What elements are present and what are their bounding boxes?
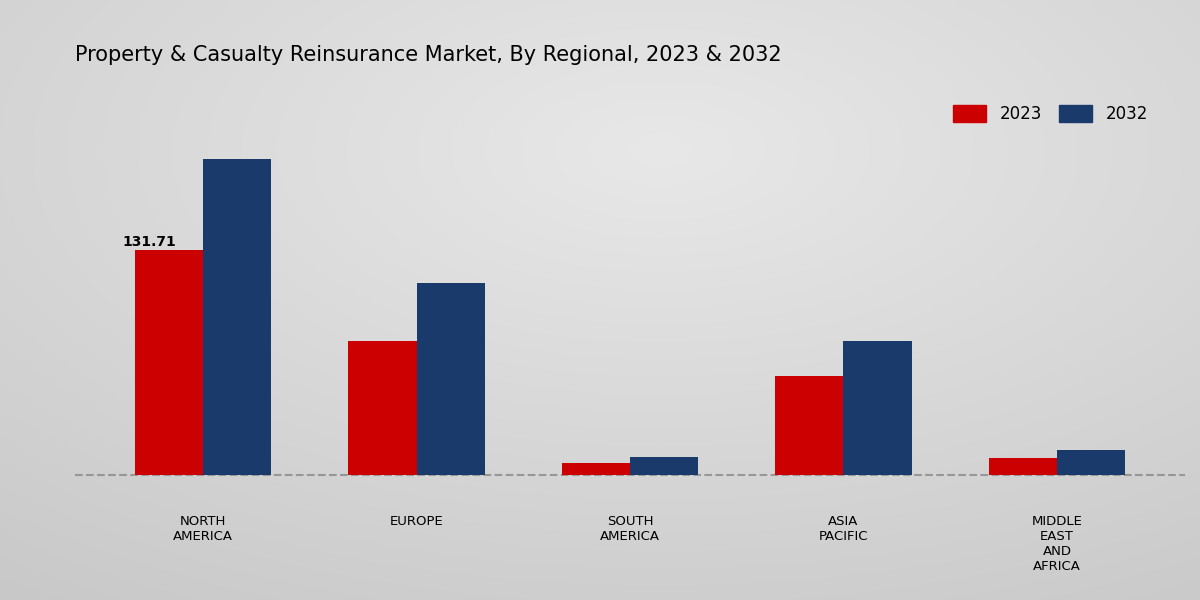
Bar — [989, 458, 1057, 475]
Bar — [416, 283, 485, 475]
Bar — [775, 376, 844, 475]
Legend: 2023, 2032: 2023, 2032 — [947, 98, 1154, 130]
Bar — [203, 158, 271, 475]
Bar — [844, 341, 912, 475]
Bar — [562, 463, 630, 475]
Bar — [348, 341, 416, 475]
Bar — [1057, 450, 1126, 475]
Bar — [134, 250, 203, 475]
Bar — [630, 457, 698, 475]
Text: Property & Casualty Reinsurance Market, By Regional, 2023 & 2032: Property & Casualty Reinsurance Market, … — [74, 45, 781, 65]
Text: 131.71: 131.71 — [122, 235, 175, 249]
